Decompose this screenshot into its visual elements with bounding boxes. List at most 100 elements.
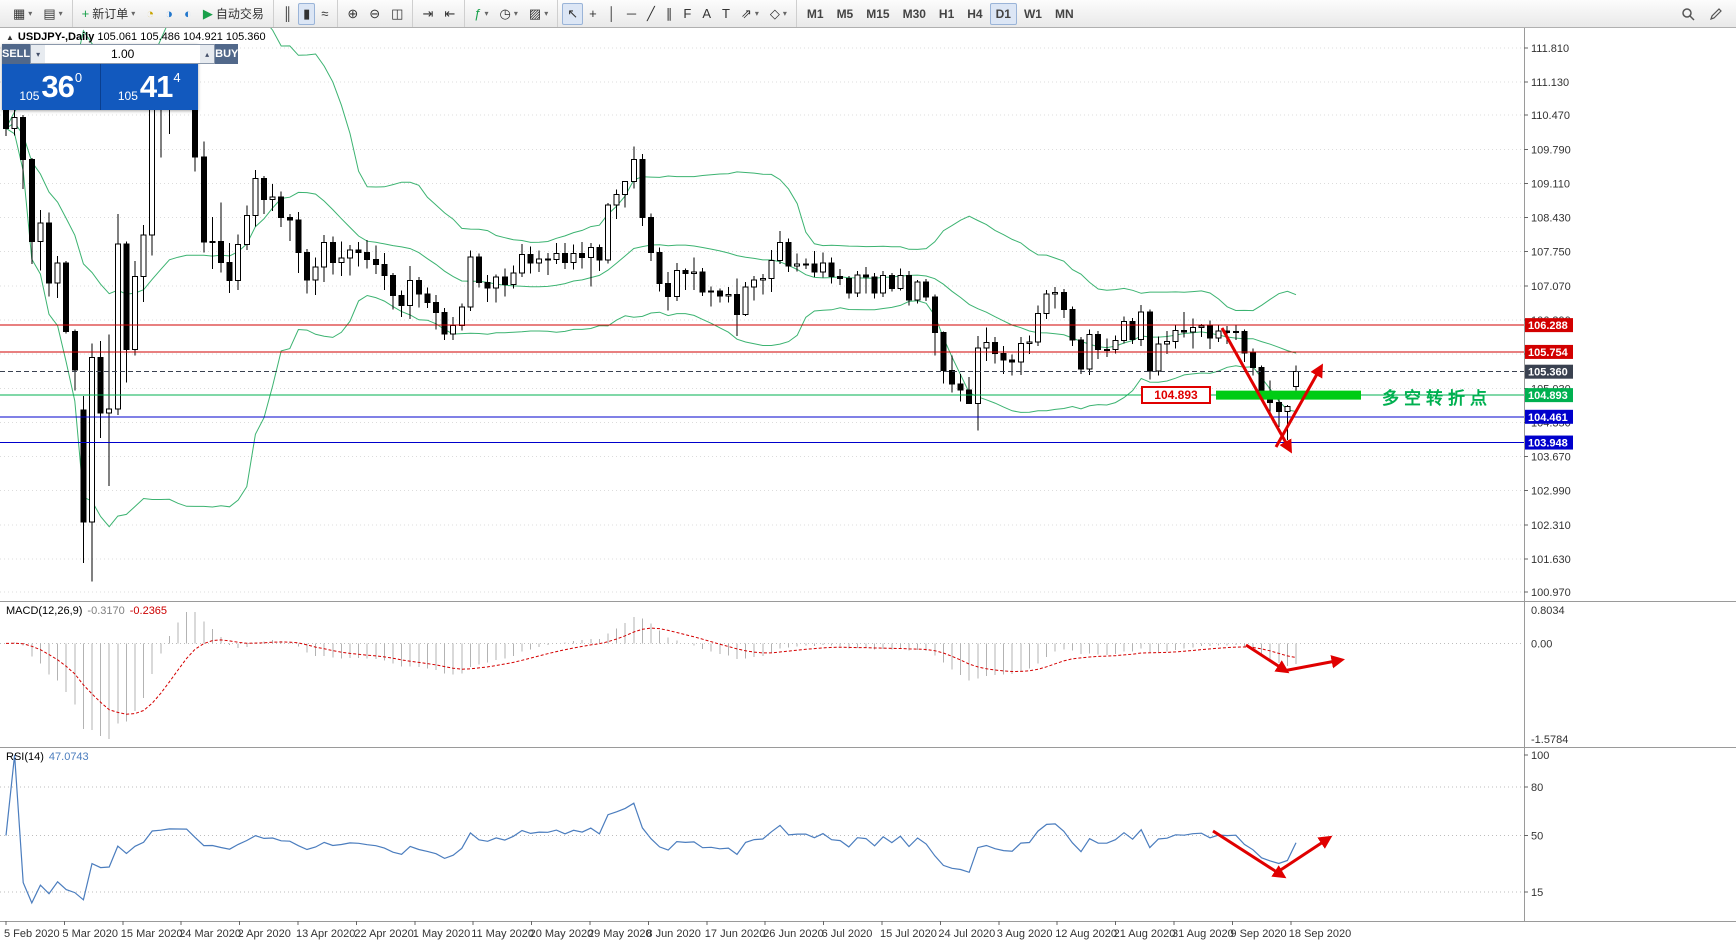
price-tag (1525, 344, 1573, 359)
trendline-icon: ╱ (647, 6, 655, 21)
candle-body (888, 274, 895, 289)
candle-body (914, 281, 921, 301)
candle-body (364, 251, 371, 260)
candle-body (441, 311, 448, 335)
tf-m30-button[interactable]: M30 (897, 3, 932, 25)
button-label: W1 (1023, 6, 1042, 21)
candle-body (656, 251, 663, 284)
chart-shift-icon: ⇤ (444, 6, 456, 21)
candle-body (734, 293, 740, 315)
buy-price-prefix: 105 (117, 89, 138, 103)
market-watch-button[interactable]: ◑ (160, 3, 178, 25)
button-label: M15 (866, 6, 890, 21)
channel-button[interactable]: ∥ (661, 3, 678, 25)
horizontal-line-button[interactable]: ─ (622, 3, 641, 25)
indicators-icon: ƒ (474, 6, 482, 21)
volume-input[interactable] (45, 45, 201, 63)
auto-scroll-button[interactable]: ⇥ (417, 3, 438, 25)
auto-trading-button[interactable]: ▶ 自动交易 (198, 3, 269, 25)
bollinger-lower-band[interactable] (5, 127, 1297, 528)
price-tag (1525, 409, 1573, 424)
arrows-button[interactable]: ⇗ ▾ (736, 3, 764, 25)
tile-windows-button[interactable]: ◫ (386, 3, 408, 25)
candle-body (381, 263, 388, 276)
tf-m1-button[interactable]: M1 (801, 3, 830, 25)
pivot-price-callout[interactable]: 104.893 (1141, 386, 1211, 404)
chevron-down-icon: ▾ (544, 9, 549, 18)
bar-chart-button[interactable]: ║ (278, 3, 297, 25)
pivot-zone[interactable] (1216, 390, 1361, 400)
candle-body (114, 243, 121, 410)
candle-body (880, 274, 887, 294)
candle-body (312, 266, 319, 281)
trend-arrow[interactable] (1275, 835, 1333, 875)
buy-button[interactable]: BUY (215, 44, 239, 64)
candle-body (820, 262, 826, 273)
candle-body (321, 242, 328, 268)
chevron-down-icon: ▾ (131, 9, 136, 18)
vertical-line-button[interactable]: │ (603, 3, 621, 25)
candle-body (802, 263, 809, 266)
tf-m15-button[interactable]: M15 (860, 3, 895, 25)
templates-button[interactable]: ▨ ▾ (524, 3, 553, 25)
alerts-button[interactable]: ◔ (141, 3, 159, 25)
tf-h4-button[interactable]: H4 (961, 3, 988, 25)
shapes-button[interactable]: ◇ ▾ (765, 3, 792, 25)
new-order-button[interactable]: + 新订单 ▾ (77, 3, 141, 25)
profiles-button[interactable]: ▤ ▾ (38, 3, 67, 25)
tf-h1-button[interactable]: H1 (933, 3, 960, 25)
buy-price-panel[interactable]: 105 41 4 (101, 64, 199, 110)
ohlc-values: 105.061 105.486 104.921 105.360 (97, 31, 266, 43)
candle-body (863, 274, 869, 278)
crosshair-button[interactable]: + (584, 3, 602, 25)
candle-body (1232, 331, 1239, 334)
line-chart-button[interactable]: ≈ (316, 3, 333, 25)
candle-body (390, 274, 396, 296)
candle-body (957, 383, 964, 391)
zoom-in-button[interactable]: ⊕ (342, 3, 363, 25)
label-button[interactable]: T (717, 3, 735, 25)
sell-price-panel[interactable]: 105 36 0 (2, 64, 101, 110)
cursor-button[interactable]: ↖ (562, 2, 584, 25)
search-button[interactable] (1676, 3, 1700, 25)
date-label: 1 May 2020 (413, 928, 470, 940)
chart-shift-button[interactable]: ⇤ (439, 3, 460, 25)
indicators-button[interactable]: ƒ ▾ (469, 3, 493, 25)
one-click-toggle-icon[interactable]: ▲ (6, 33, 14, 42)
zoom-out-button[interactable]: ⊖ (364, 3, 385, 25)
time-periods-button[interactable]: ◷ ▾ (495, 3, 523, 25)
text-button[interactable]: A (697, 3, 716, 25)
fibonacci-button[interactable]: F (678, 3, 696, 25)
candlestick-chart-button[interactable]: ▮ (298, 2, 316, 25)
candle-body (467, 256, 474, 308)
tf-d1-button[interactable]: D1 (989, 2, 1017, 25)
new-chart-button[interactable]: ▦ ▾ (8, 3, 37, 25)
trend-arrow[interactable] (1245, 643, 1290, 674)
volume-decrease-button[interactable]: ▾ (31, 45, 46, 63)
candle-body (759, 277, 766, 281)
trend-arrow[interactable] (1212, 829, 1287, 879)
tf-mn-button[interactable]: MN (1049, 3, 1080, 25)
horizontal-line-icon: ─ (626, 6, 637, 21)
candle-body (562, 252, 568, 263)
date-label: 5 Feb 2020 (4, 928, 60, 940)
candle-body (355, 249, 362, 253)
buy-price-big: 41 (139, 69, 173, 104)
cursor-icon: ↖ (567, 6, 579, 21)
edit-button[interactable] (1704, 3, 1728, 25)
sell-button[interactable]: SELL (2, 44, 31, 64)
buy-price-pip: 4 (173, 70, 181, 85)
trend-arrow[interactable] (1282, 655, 1345, 673)
tf-w1-button[interactable]: W1 (1018, 3, 1048, 25)
candle-body (209, 241, 216, 244)
pivot-annotation-text[interactable]: 多空转折点 (1382, 389, 1492, 408)
volume-increase-button[interactable]: ▴ (200, 45, 215, 63)
candle-body (1017, 343, 1024, 363)
trend-arrow[interactable] (1274, 363, 1323, 448)
tf-m5-button[interactable]: M5 (831, 3, 860, 25)
navigator-button[interactable]: ◐ (179, 3, 197, 25)
trendline-button[interactable]: ╱ (642, 3, 660, 25)
price-axis-label: 107.070 (1531, 281, 1571, 293)
trend-arrow[interactable] (1220, 327, 1292, 454)
